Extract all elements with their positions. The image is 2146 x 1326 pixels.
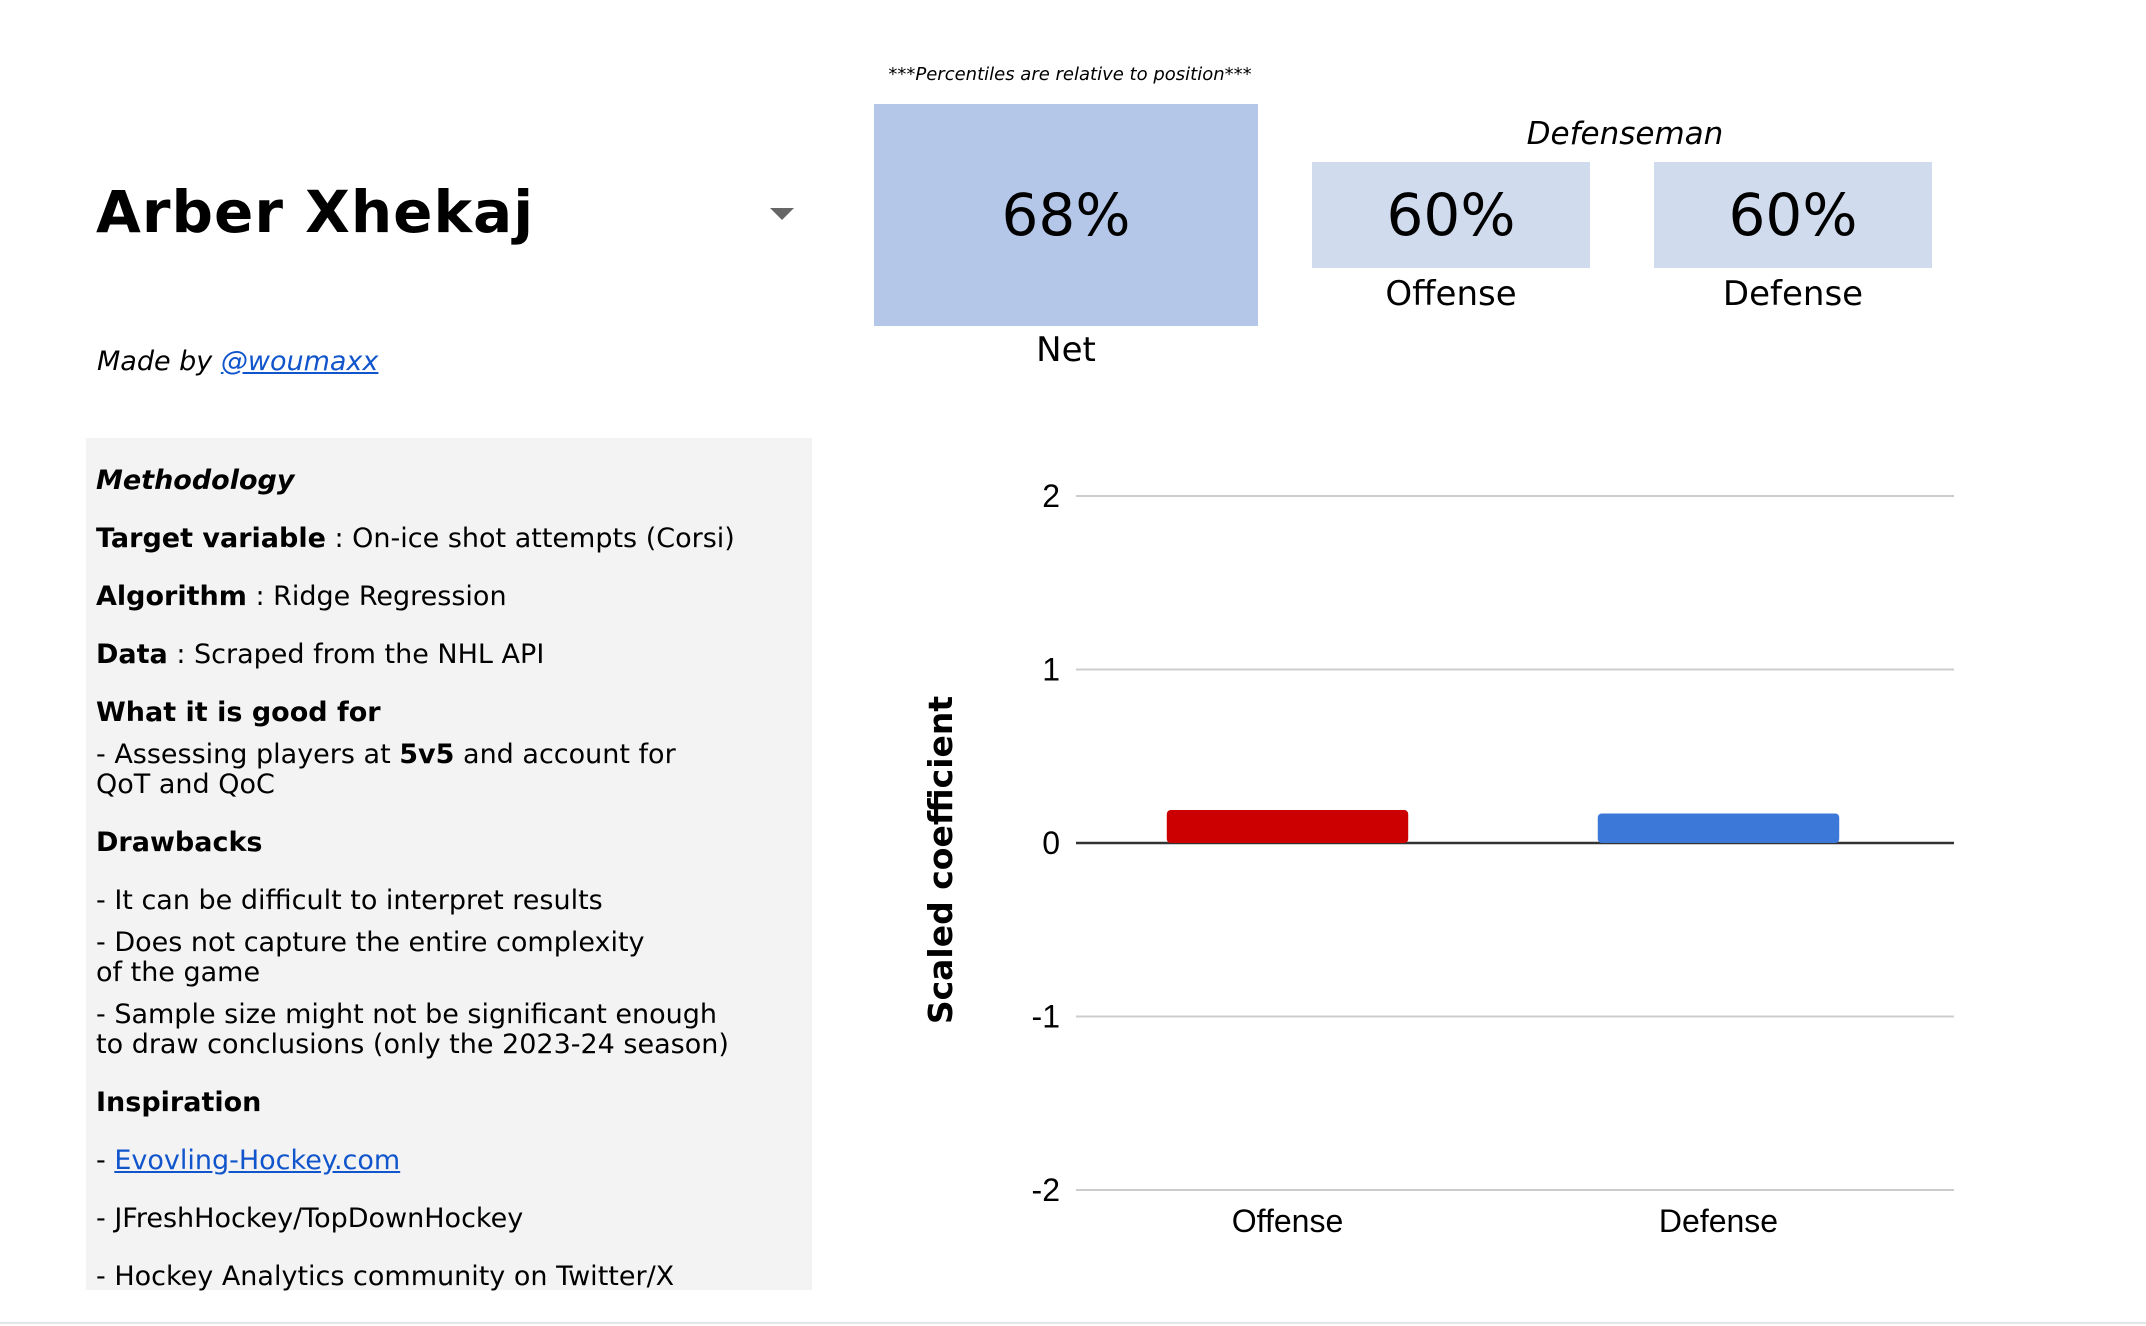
net-percentile-label: Net <box>1036 330 1096 370</box>
coefficient-bar-chart: 2 1 0 -1 -2 Offense Defense Scaled coefficien… <box>921 478 1954 1239</box>
drawback-item-3-cont: to draw conclusions (only the 2023-24 se… <box>96 1029 729 1060</box>
chart-bars <box>1166 810 1840 843</box>
target-variable-value: : On-ice shot attempts (Corsi) <box>325 523 735 554</box>
percentile-note: ***Percentiles are relative to position*… <box>888 64 1252 85</box>
defense-percentile-value: 60% <box>1728 181 1858 249</box>
target-variable-label: Target variable <box>96 523 326 554</box>
chart-y-axis-title: Scaled coefficient <box>921 696 960 1025</box>
player-name: Arber Xhekaj <box>96 178 535 246</box>
made-by-credit: Made by @woumaxx <box>97 346 378 377</box>
offense-percentile-label: Offense <box>1385 274 1517 314</box>
offense-percentile-tile: 60% <box>1312 162 1590 268</box>
drawback-item-1: - It can be difficult to interpret resul… <box>96 885 603 916</box>
methodology-content: Methodology Target variable : On-ice sho… <box>96 458 796 1292</box>
player-dropdown-arrow-icon[interactable] <box>770 208 794 220</box>
drawback-item-2: - Does not capture the entire complexity <box>96 927 645 958</box>
drawback-item-2-cont: of the game <box>96 957 261 988</box>
defense-percentile-tile: 60% <box>1654 162 1932 268</box>
data-line: Data : Scraped from the NHL API <box>96 640 796 670</box>
algorithm-label: Algorithm <box>96 581 247 612</box>
net-percentile-value: 68% <box>1001 181 1131 249</box>
evolving-hockey-link[interactable]: Evovling-Hockey.com <box>114 1145 401 1176</box>
offense-percentile-value: 60% <box>1386 181 1516 249</box>
good-for-item-1-cont: QoT and QoC <box>96 769 275 800</box>
inspiration-item-2: - JFreshHockey/TopDownHockey <box>96 1203 524 1234</box>
good-for-text-c: and account for <box>454 739 676 770</box>
good-for-heading: What it is good for <box>96 697 381 728</box>
inspiration-title: Inspiration <box>96 1088 796 1118</box>
methodology-title: Methodology <box>96 465 295 496</box>
category-label-offense: Offense <box>1232 1203 1343 1239</box>
category-label-defense: Defense <box>1659 1203 1778 1239</box>
defense-percentile-label: Defense <box>1722 274 1864 314</box>
y-tick-label-0: 2 <box>1042 478 1060 514</box>
bar-defense <box>1597 813 1840 843</box>
bottom-divider <box>0 1322 2146 1324</box>
inspiration-dash: - <box>96 1145 115 1176</box>
target-variable-line: Target variable : On-ice shot attempts (… <box>96 524 796 554</box>
drawbacks-title: Drawbacks <box>96 828 796 858</box>
drawback-item-3: - Sample size might not be significant e… <box>96 999 718 1030</box>
data-label: Data <box>96 639 168 670</box>
inspiration-heading: Inspiration <box>96 1087 262 1118</box>
good-for-item-1: - Assessing players at 5v5 and account f… <box>96 740 796 770</box>
y-tick-label-1: 1 <box>1042 652 1060 688</box>
chart-y-ticks: 2 1 0 -1 -2 <box>1032 478 1060 1208</box>
y-tick-label-2: 0 <box>1042 825 1060 861</box>
position-label: Defenseman <box>1526 116 1724 152</box>
good-for-text-a: - Assessing players at <box>96 739 400 770</box>
methodology-panel: Methodology Target variable : On-ice sho… <box>86 438 812 1292</box>
y-tick-label-3: -1 <box>1032 999 1060 1035</box>
bar-offense <box>1166 810 1409 843</box>
chart-category-labels: Offense Defense <box>1232 1203 1778 1239</box>
inspiration-item-3: - Hockey Analytics community on Twitter/… <box>96 1261 675 1292</box>
net-percentile-tile: 68% <box>874 104 1258 326</box>
made-by-prefix: Made by <box>97 346 221 377</box>
algorithm-line: Algorithm : Ridge Regression <box>96 582 796 612</box>
y-tick-label-4: -2 <box>1032 1172 1060 1208</box>
author-link[interactable]: @woumaxx <box>220 346 379 377</box>
inspiration-item-1: - Evovling-Hockey.com <box>96 1146 796 1176</box>
data-value: : Scraped from the NHL API <box>167 639 545 670</box>
drawbacks-heading: Drawbacks <box>96 827 263 858</box>
good-for-title: What it is good for <box>96 698 796 728</box>
good-for-5v5: 5v5 <box>399 739 455 770</box>
algorithm-value: : Ridge Regression <box>246 581 507 612</box>
